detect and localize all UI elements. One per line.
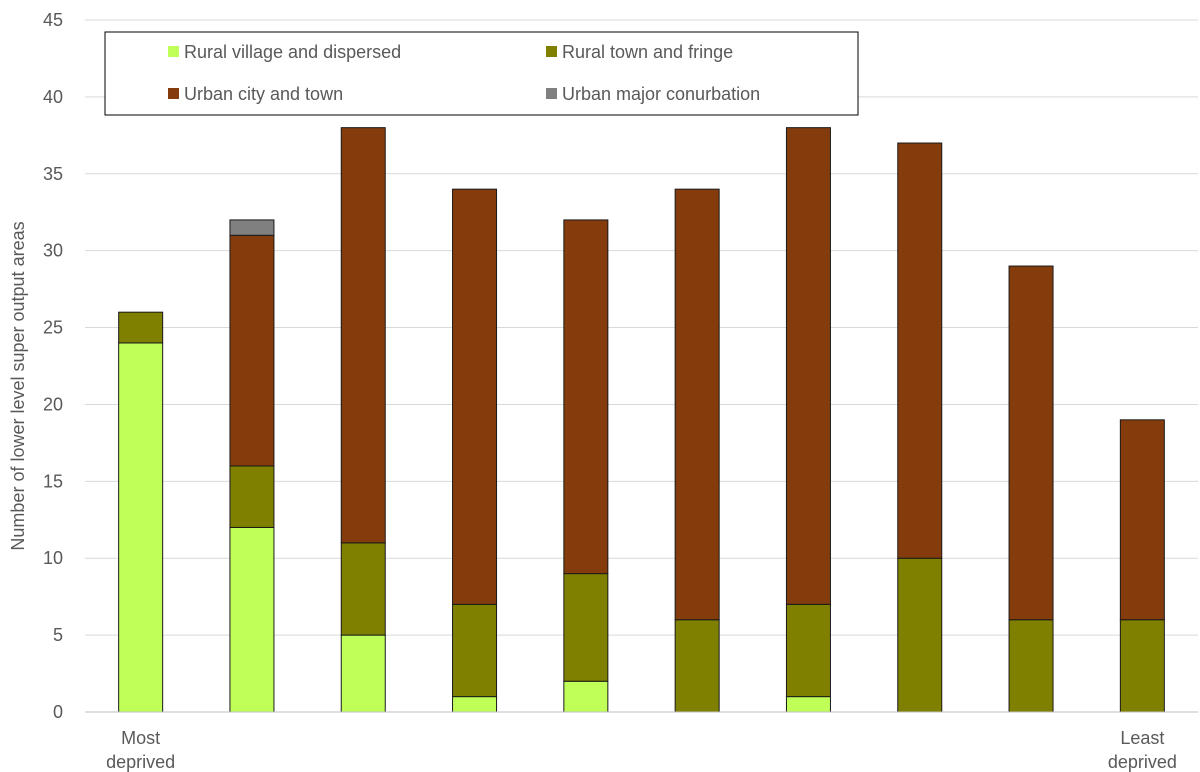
bar-segment <box>785 696 831 713</box>
x-tick-label: Least <box>1120 728 1164 748</box>
x-tick-label: Most <box>121 728 160 748</box>
bar-segment <box>674 188 720 621</box>
bar-segment <box>229 219 275 236</box>
bar-segment <box>118 311 164 344</box>
legend-label: Urban major conurbation <box>562 84 760 104</box>
bar-segment <box>1119 419 1165 621</box>
legend-items: Rural village and dispersed Rural town an… <box>168 42 760 104</box>
bar-segment <box>674 619 720 713</box>
bar-segment <box>452 188 498 605</box>
legend-label: Rural village and dispersed <box>184 42 401 62</box>
x-tick-label: deprived <box>106 752 175 772</box>
legend-swatch <box>168 88 179 99</box>
x-axis-categories: Most deprived Least deprived <box>106 728 1177 772</box>
bar-segment <box>1008 619 1054 713</box>
bar-segment <box>897 142 943 559</box>
y-tick-label: 5 <box>53 625 63 645</box>
y-tick-label: 40 <box>43 87 63 107</box>
legend-swatch <box>546 46 557 57</box>
bar-segment <box>897 557 943 713</box>
bar-segment <box>340 127 386 544</box>
y-axis-ticks: 0 5 10 15 20 25 30 35 40 45 <box>43 10 63 722</box>
bars <box>118 127 1165 713</box>
bar-segment <box>452 696 498 713</box>
y-tick-label: 30 <box>43 241 63 261</box>
bar-segment <box>563 680 609 713</box>
y-tick-label: 20 <box>43 394 63 414</box>
bar-segment <box>229 465 275 528</box>
legend: Rural village and dispersed Rural town an… <box>104 31 859 116</box>
bar-segment <box>785 127 831 605</box>
bar-segment <box>1008 265 1054 621</box>
y-tick-label: 10 <box>43 548 63 568</box>
legend-swatch <box>168 46 179 57</box>
y-tick-label: 15 <box>43 471 63 491</box>
legend-box <box>104 31 859 116</box>
bar-segment <box>340 542 386 636</box>
y-tick-label: 35 <box>43 164 63 184</box>
legend-label: Rural town and fringe <box>562 42 733 62</box>
legend-label: Urban city and town <box>184 84 343 104</box>
bar-segment <box>229 234 275 467</box>
y-tick-label: 25 <box>43 318 63 338</box>
y-tick-label: 45 <box>43 10 63 30</box>
bar-segment <box>452 603 498 698</box>
bar-segment <box>563 219 609 575</box>
bar-segment <box>340 634 386 713</box>
legend-swatch <box>546 88 557 99</box>
y-tick-label: 0 <box>53 702 63 722</box>
y-axis-label: Number of lower level super output areas <box>8 221 28 550</box>
x-tick-label: deprived <box>1108 752 1177 772</box>
bar-segment <box>229 526 275 713</box>
bar-segment <box>785 603 831 698</box>
bar-segment <box>563 573 609 682</box>
bar-segment <box>1119 619 1165 713</box>
bar-segment <box>118 342 164 713</box>
